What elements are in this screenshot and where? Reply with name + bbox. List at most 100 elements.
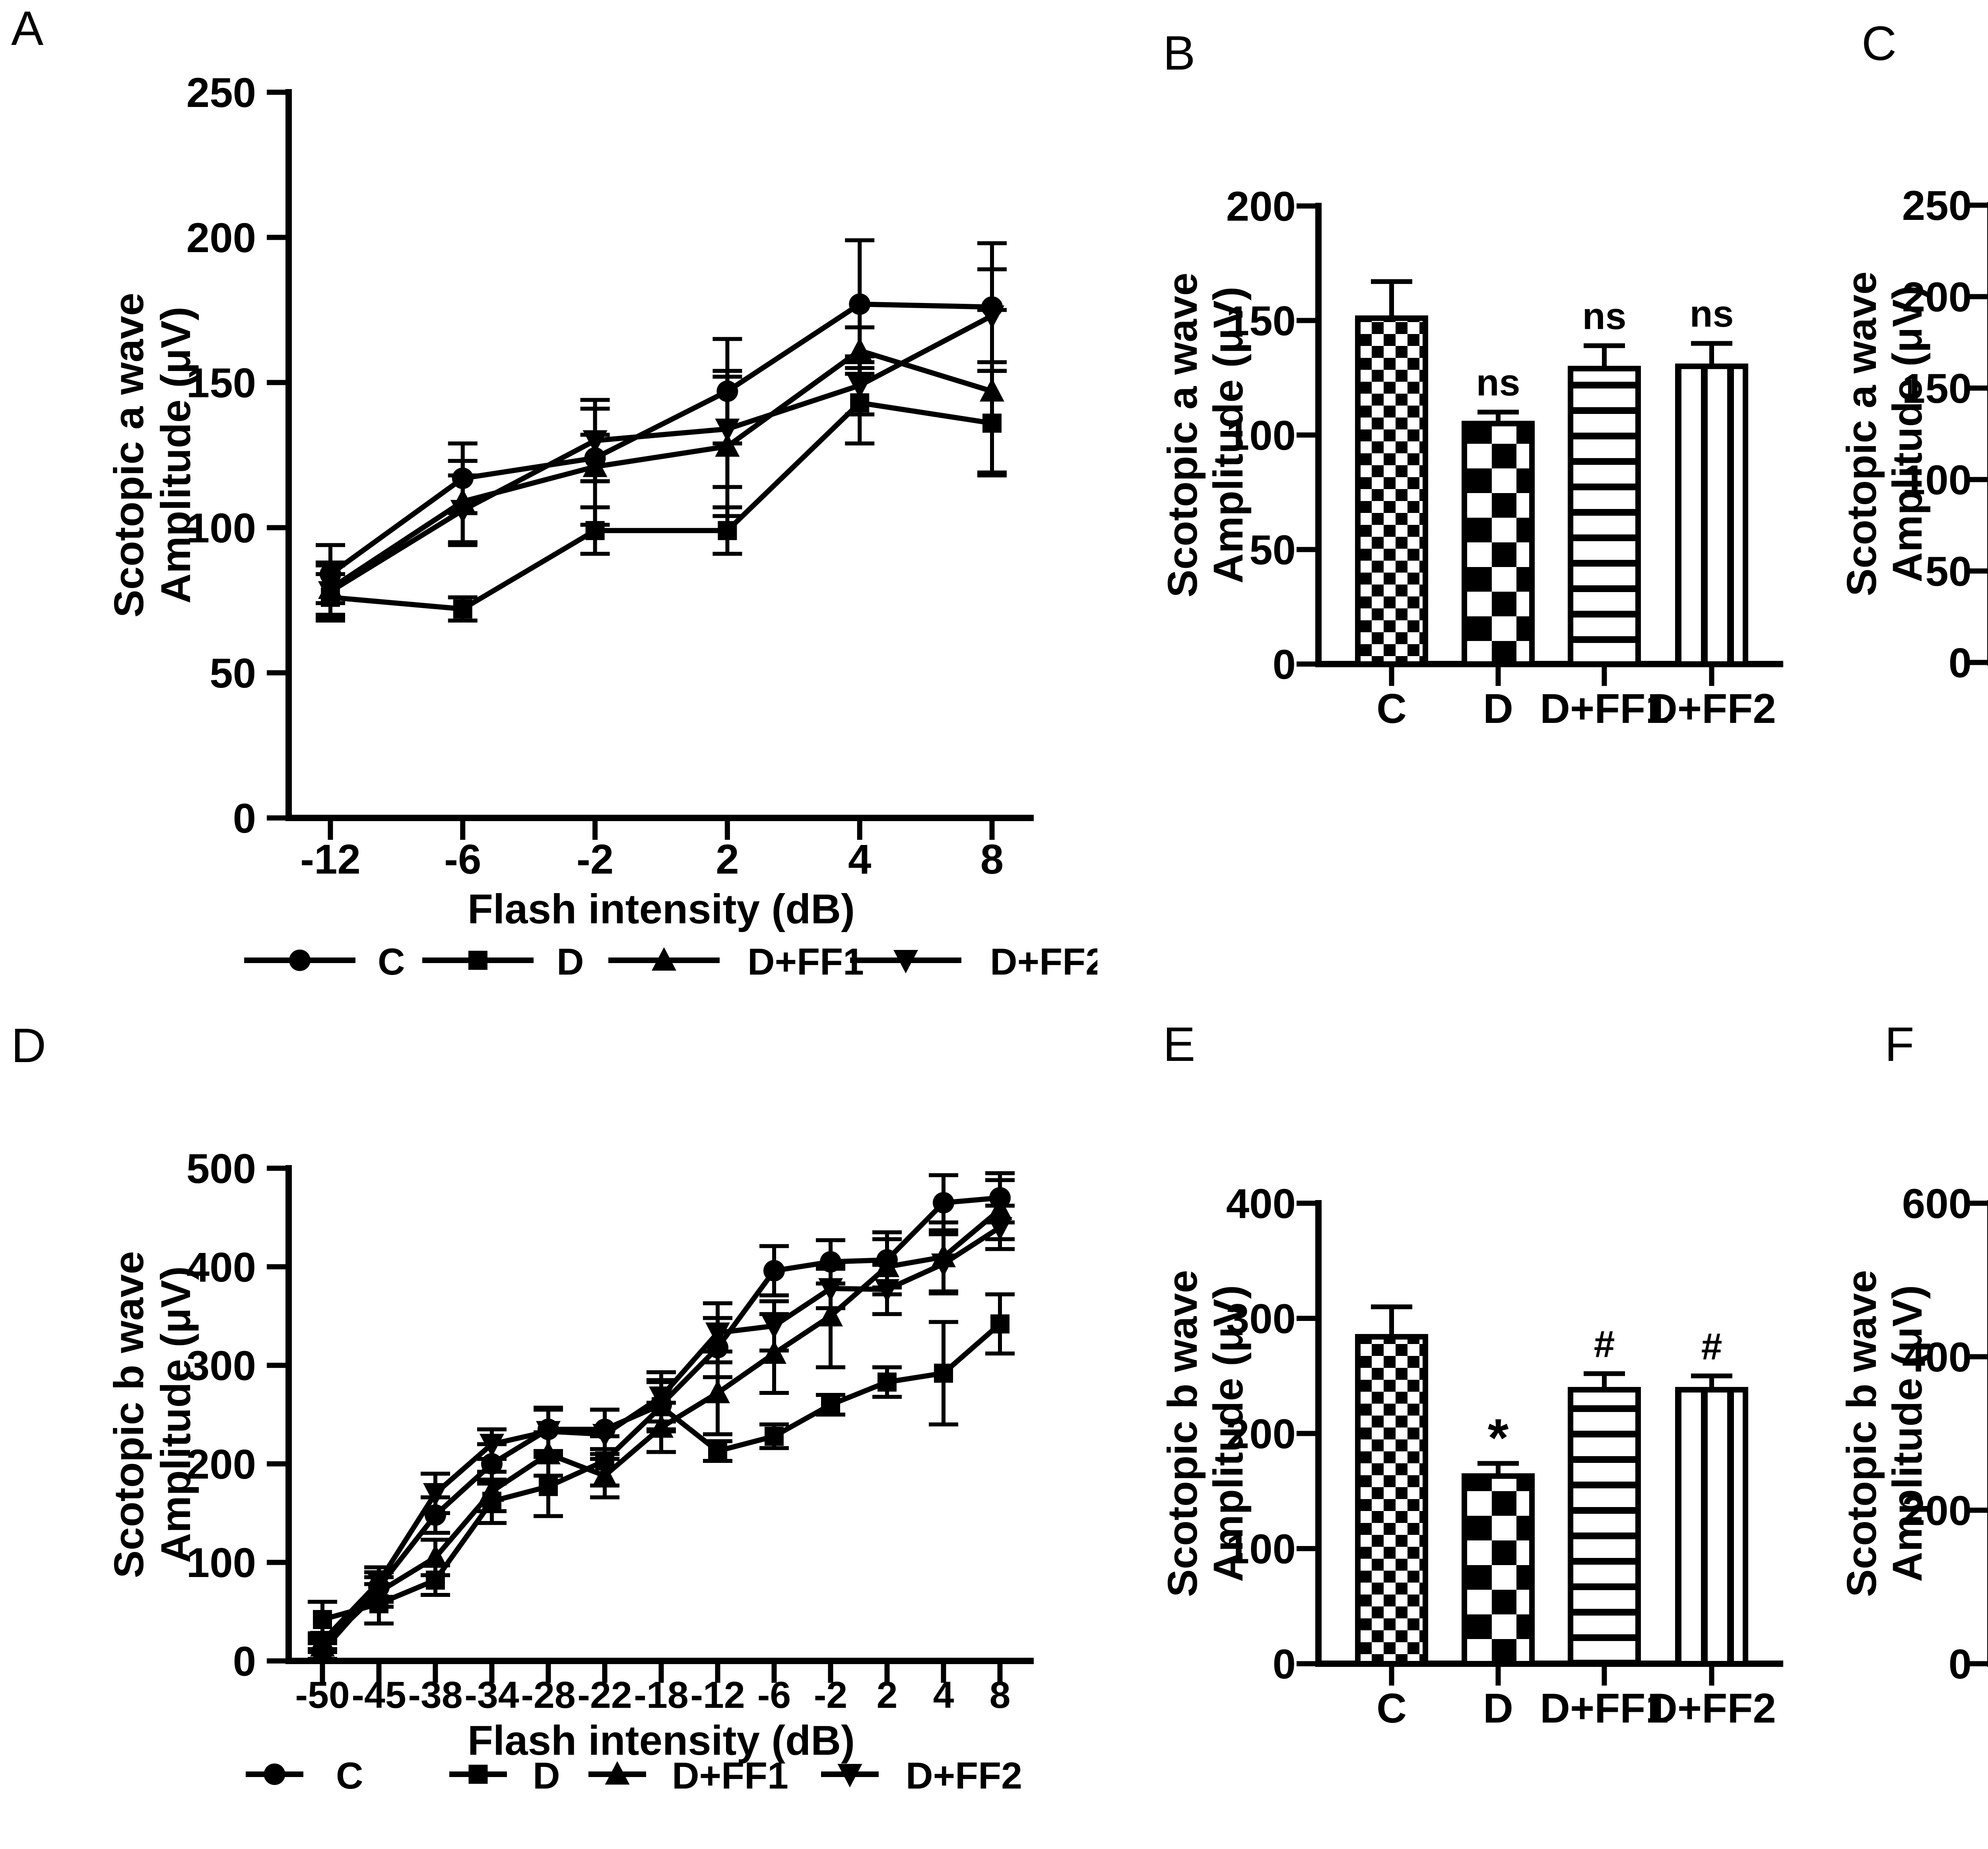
y-axis-title-line2: Amplitude (μV): [1205, 287, 1252, 584]
series-D+FF1-marker-icon: [423, 1544, 448, 1568]
series-line-D: [330, 400, 992, 612]
panel-C: C 0 50 100 150 200 250 Scotopic a wave Amplitud…: [1829, 0, 1988, 998]
y-tick-label: 50: [210, 650, 256, 697]
x-tick-label: C: [1376, 1685, 1407, 1732]
x-tick-label: 4: [933, 1674, 954, 1716]
x-tick-label: -12: [300, 836, 361, 883]
panel-letter-F: F: [1885, 1017, 1914, 1071]
y-axis-title-line1: Scotopic b wave: [1159, 1270, 1206, 1597]
series-C-marker-icon: [849, 293, 871, 315]
y-tick-label: 250: [186, 70, 256, 116]
y-tick-label: 0: [1273, 1641, 1296, 1688]
x-tick-label: C: [1376, 686, 1407, 732]
x-tick-label: -12: [690, 1674, 745, 1716]
series-D-marker-icon: [821, 1395, 840, 1414]
x-tick-label: D+FF2: [1647, 1685, 1776, 1732]
series-line-D+FF1: [329, 348, 993, 591]
panel-E: E 0 100 200 300 400 Scotopic b wave Amplitude …: [1097, 998, 1829, 1849]
bar-C: [1355, 1334, 1428, 1666]
y-tick-label: 300: [186, 1343, 256, 1389]
scotopic-b-wave-line-chart: 0 100 200 300 400 500 Scotopic b wave Amplitude…: [0, 998, 1097, 1849]
y-axis-title-line2: Amplitude (μV): [153, 307, 199, 604]
series-D-marker-icon: [878, 1372, 897, 1392]
series-D+FF2-marker-icon: [847, 375, 872, 399]
y-tick-label: 0: [1949, 1641, 1972, 1688]
legend: C D D+FF1 D+FF2: [244, 941, 1097, 983]
x-tick-label: D+FF2: [1647, 686, 1776, 732]
y-tick-label: 100: [186, 1540, 256, 1586]
x-tick-label: -34: [464, 1674, 519, 1716]
series-D-marker-icon: [990, 1314, 1010, 1334]
bar-C: [1355, 315, 1428, 667]
y-tick-label: 200: [186, 1441, 256, 1488]
y-tick-label: 250: [1902, 183, 1972, 229]
panel-D: D 0 100 200 300 400 500 Scotopic b wave Amplitu…: [0, 998, 1097, 1849]
x-tick-label: D+FF1: [1540, 1685, 1669, 1732]
chart-svg-A: 0 50 100 150 200 250 Scotopic a wave Amplitude …: [106, 70, 1097, 983]
legend-C-marker-icon: [289, 950, 311, 971]
legend-C-marker-icon: [264, 1764, 285, 1785]
x-tick-label: 2: [716, 836, 739, 883]
y-axis-title-line1: Scotopic a wave: [1839, 272, 1885, 596]
x-tick-label: 2: [877, 1674, 898, 1716]
series-D-marker-icon: [765, 1427, 784, 1446]
series-D-marker-icon: [453, 599, 472, 619]
series-D+FF2-marker-icon: [875, 1279, 899, 1303]
x-tick-label: -28: [521, 1674, 575, 1716]
y-tick-label: 100: [1226, 1526, 1296, 1573]
y-axis-title-line2: Amplitude (μV): [1884, 1285, 1931, 1582]
legend-label-D: D: [557, 941, 584, 983]
y-tick-label: 100: [1226, 412, 1296, 459]
significance-D+FF1: #: [1594, 1323, 1615, 1365]
y-tick-label: 150: [186, 360, 256, 406]
series-line-C: [329, 301, 992, 577]
y-tick-label: 200: [1902, 1488, 1972, 1534]
x-tick-label: -2: [577, 836, 613, 883]
legend-label-C: C: [378, 941, 405, 983]
legend-D+FF1-marker-icon: [652, 947, 676, 971]
errorbars-D+FF1: [316, 308, 1007, 617]
series-D+FF2-marker-icon: [715, 418, 740, 442]
y-axis-title-line2: Amplitude (μV): [1884, 286, 1931, 583]
y-axis-title-line1: Scotopic a wave: [1159, 273, 1206, 598]
y-tick-label: 400: [186, 1244, 256, 1291]
y-tick-label: 300: [1226, 1296, 1296, 1342]
bar-D: [1462, 421, 1535, 667]
legend-D-marker-icon: [468, 951, 487, 970]
legend-D+FF2-marker-icon: [837, 1764, 862, 1787]
x-tick-label: -6: [757, 1674, 791, 1716]
series-C-marker-icon: [933, 1192, 954, 1214]
x-tick-label: D: [1483, 1685, 1513, 1732]
scotopic-a-wave-line-chart: 0 50 100 150 200 250 Scotopic a wave Amplitude …: [0, 0, 1097, 998]
y-tick-label: 200: [186, 215, 256, 261]
x-tick-label: 4: [848, 836, 871, 883]
series-D+FF2-marker-icon: [310, 1631, 335, 1655]
chart-svg-D: 0 100 200 300 400 500 Scotopic b wave Amplitude…: [106, 1146, 1034, 1797]
x-tick-label: -45: [351, 1674, 406, 1716]
legend-label-D+FF1: D+FF1: [747, 941, 864, 983]
axes: [285, 89, 1034, 821]
series-D+FF1-marker-icon: [818, 1303, 843, 1327]
x-tick-label: -50: [295, 1674, 349, 1716]
y-axis-title-line1: Scotopic a wave: [106, 293, 152, 618]
series-D+FF2-marker-icon: [705, 1322, 730, 1346]
y-tick-label: 100: [186, 505, 256, 552]
panel-A: A 0 50 100 150 200 250 Scotopic a wave Amplitud…: [0, 0, 1097, 998]
series-D+FF2-marker-icon: [582, 430, 608, 454]
errorbar-C: [1371, 279, 1412, 317]
x-tick-label: D: [1483, 686, 1513, 732]
y-axis-title-line1: Scotopic b wave: [106, 1251, 152, 1578]
significance-D+FF2: ns: [1690, 293, 1734, 335]
x-tick-label: D+FF1: [1540, 686, 1669, 732]
significance-D+FF1: ns: [1582, 295, 1627, 337]
series-D+FF1-marker-icon: [480, 1478, 504, 1502]
errorbars-C: [316, 238, 1007, 605]
y-tick-label: 0: [1273, 641, 1296, 688]
series-D-marker-icon: [313, 1610, 332, 1629]
series-D+FF2-marker-icon: [480, 1433, 504, 1457]
y-tick-label: 500: [186, 1146, 256, 1192]
